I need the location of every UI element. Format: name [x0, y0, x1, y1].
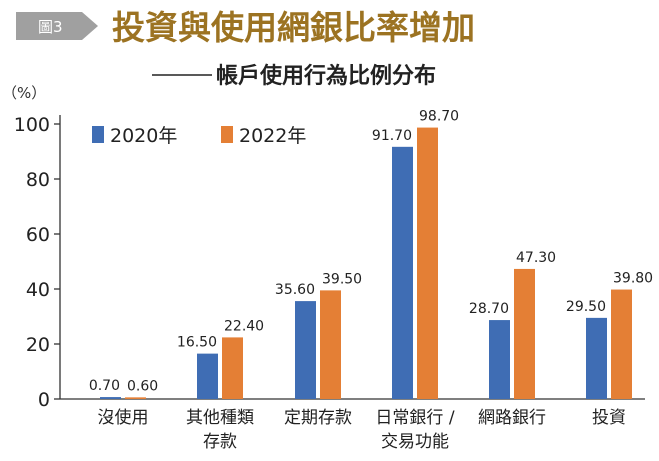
y-tick-label: 100	[14, 114, 50, 136]
bar-value-label: 22.40	[224, 318, 264, 334]
x-category-label: 網路銀行	[478, 408, 546, 428]
bar-value-label: 0.60	[127, 378, 158, 394]
legend-label-2022: 2022年	[239, 125, 306, 147]
bar-value-label: 98.70	[419, 109, 459, 125]
x-category-label: 投資	[592, 408, 626, 428]
bar-2020	[295, 301, 316, 399]
x-category-label: 交易功能	[381, 432, 449, 452]
bar-2022	[611, 289, 632, 399]
bar-2020	[100, 397, 121, 399]
x-category-label: 定期存款	[284, 408, 352, 428]
x-category-label: 沒使用	[98, 407, 149, 428]
legend-swatch-2020	[92, 126, 104, 143]
bar-2020	[392, 146, 413, 399]
bar-value-label: 91.70	[372, 128, 412, 144]
y-tick-label: 80	[26, 169, 50, 191]
figure-badge-shape	[16, 12, 98, 40]
bar-2022	[125, 397, 146, 399]
main-title: 投資與使用網銀比率增加	[112, 8, 475, 47]
y-tick-label: 60	[26, 224, 50, 246]
bar-2020	[489, 320, 510, 399]
bar-value-label: 16.50	[177, 335, 217, 351]
bar-2022	[222, 337, 243, 399]
figure-badge-label: 圖3	[38, 18, 63, 36]
chart-subtitle: 帳戶使用行為比例分布	[216, 63, 436, 89]
x-category-label: 存款	[203, 432, 237, 452]
bar-2022	[514, 268, 535, 399]
bar-value-label: 47.30	[516, 250, 556, 266]
bar-2022	[417, 127, 438, 399]
y-tick-label: 0	[38, 389, 50, 411]
bar-value-label: 39.80	[613, 271, 653, 287]
y-tick-label: 40	[26, 279, 50, 301]
bar-value-label: 28.70	[469, 301, 509, 317]
bar-value-label: 39.50	[322, 271, 362, 287]
y-tick-label: 20	[26, 334, 50, 356]
bar-value-label: 0.70	[89, 378, 120, 394]
bar-value-label: 29.50	[566, 299, 606, 315]
x-category-label: 日常銀行 /	[375, 408, 454, 428]
y-axis-ticks: 0 20 40 60 80 100	[14, 114, 60, 411]
legend-swatch-2022	[221, 126, 233, 143]
bar-group: 0.70 16.50 35.60 91.70 28.70 29.50 0.60 22.40 39…	[89, 109, 653, 399]
bar-2022	[320, 290, 341, 399]
y-axis-unit: （%）	[2, 84, 46, 102]
x-category-label: 其他種類	[186, 408, 254, 428]
bar-2020	[586, 317, 607, 399]
bar-2020	[197, 353, 218, 399]
bar-value-label: 35.60	[275, 282, 315, 298]
legend-label-2020: 2020年	[110, 125, 177, 147]
